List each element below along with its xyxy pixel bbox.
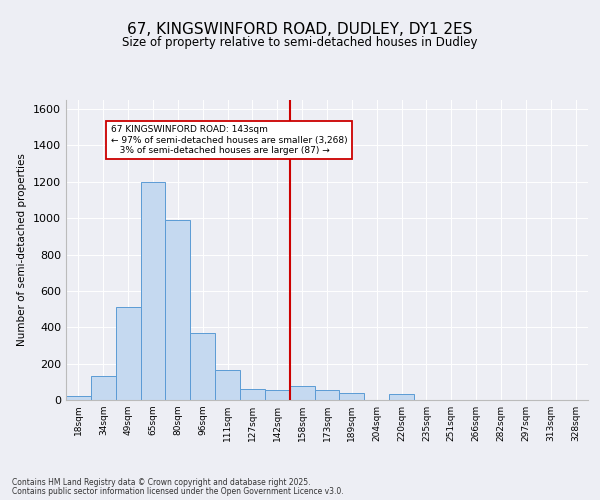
Bar [314,390,340,400]
Text: 67, KINGSWINFORD ROAD, DUDLEY, DY1 2ES: 67, KINGSWINFORD ROAD, DUDLEY, DY1 2ES [127,22,473,38]
Bar [140,182,166,400]
Bar [190,332,215,400]
Text: Contains public sector information licensed under the Open Government Licence v3: Contains public sector information licen… [12,486,344,496]
Text: Contains HM Land Registry data © Crown copyright and database right 2025.: Contains HM Land Registry data © Crown c… [12,478,311,487]
Bar [265,390,290,400]
Text: 67 KINGSWINFORD ROAD: 143sqm
← 97% of semi-detached houses are smaller (3,268)
 : 67 KINGSWINFORD ROAD: 143sqm ← 97% of se… [111,125,347,155]
Bar [66,396,91,400]
Bar [116,308,140,400]
Bar [91,376,116,400]
Bar [166,220,190,400]
Bar [389,394,414,400]
Text: Size of property relative to semi-detached houses in Dudley: Size of property relative to semi-detach… [122,36,478,49]
Bar [340,392,364,400]
Bar [290,386,314,400]
Y-axis label: Number of semi-detached properties: Number of semi-detached properties [17,154,28,346]
Bar [215,370,240,400]
Bar [240,389,265,400]
